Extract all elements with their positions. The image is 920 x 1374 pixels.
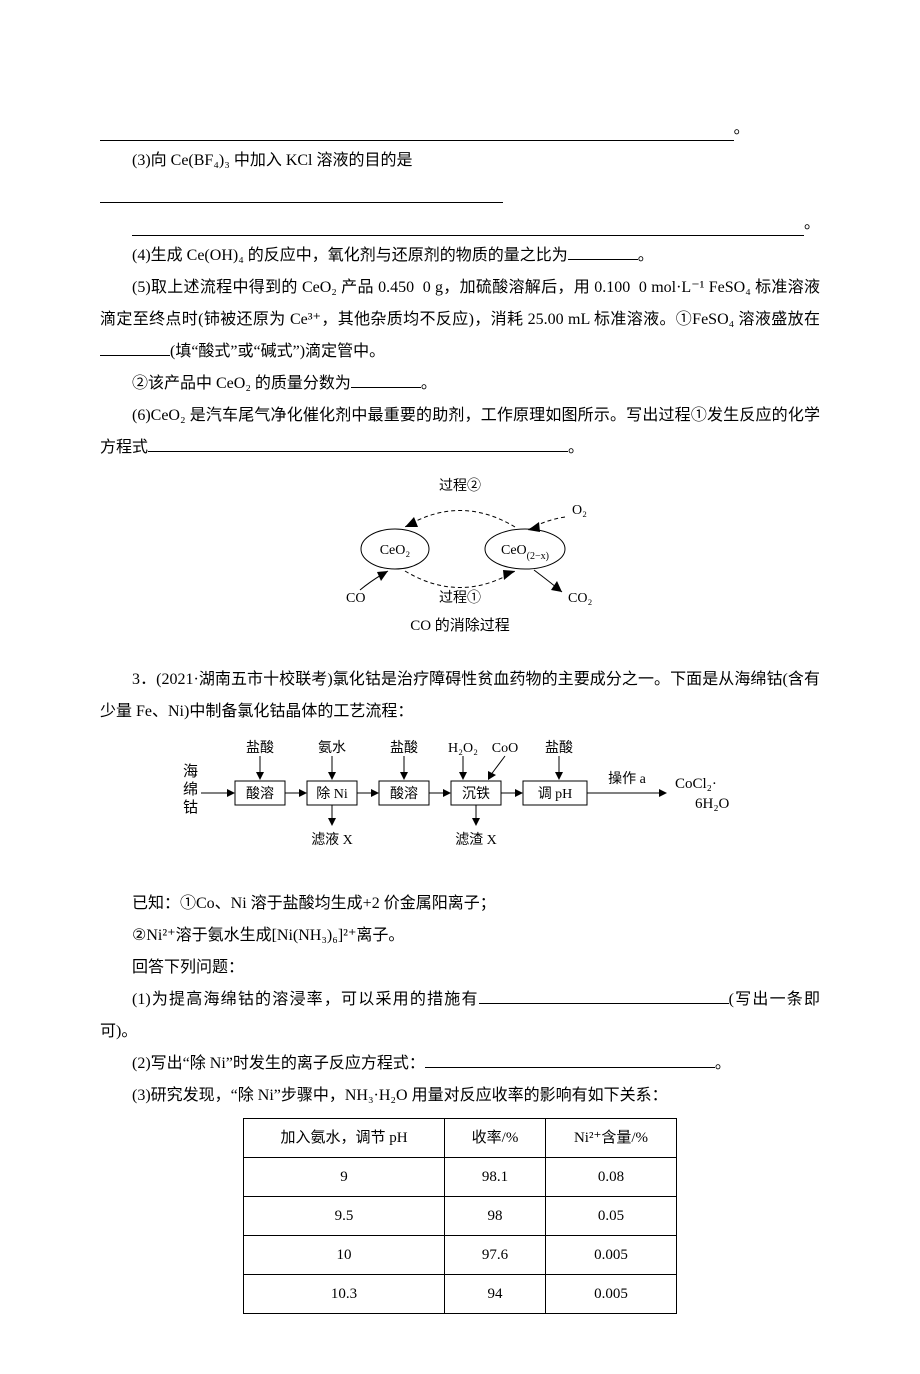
label-process-2: 过程②: [439, 478, 481, 494]
table-header: 收率/%: [445, 1118, 546, 1157]
flow-box-2: 除 Ni: [316, 786, 348, 802]
question-5-2: ②该产品中 CeO₂ 的质量分数为 。: [100, 368, 820, 400]
diagram-ceo2-cycle: 过程② O₂ CeO₂ CeO(2−x) CO: [100, 472, 820, 654]
table-row: 10.3 94 0.005: [244, 1274, 677, 1313]
flow-top-5: CoO: [492, 741, 518, 756]
sub-q2-b: 。: [715, 1055, 731, 1072]
question-3: (3)向 Ce(BF₄)₃ 中加入 KCl 溶液的目的是: [100, 145, 820, 177]
flow-top-6: 盐酸: [545, 740, 573, 756]
table-cell: 9.5: [244, 1196, 445, 1235]
flow-left-1: 海: [183, 763, 198, 780]
table-cell: 94: [445, 1274, 546, 1313]
table-cell: 98.1: [445, 1157, 546, 1196]
blank: [425, 1052, 715, 1067]
flow-top-3: 盐酸: [390, 740, 418, 756]
page: 。 (3)向 Ce(BF₄)₃ 中加入 KCl 溶液的目的是 。 (4)生成 C…: [0, 0, 920, 1374]
blank: [568, 244, 638, 259]
node-ceo2x-sub: (2−x): [527, 551, 549, 562]
flow-op-a: 操作 a: [608, 771, 646, 787]
flow-product-top: CoCl₂·: [675, 776, 717, 792]
blank-response-line-2: [100, 177, 503, 204]
answer-prompt-text: 回答下列问题：: [132, 959, 244, 976]
question-6: (6)CeO₂ 是汽车尾气净化催化剂中最重要的助剂，工作原理如图所示。写出过程①…: [100, 400, 820, 464]
diagram-flow-process: 盐酸 氨水 盐酸 H₂O₂ CoO 盐酸 海 绵 钴: [100, 736, 820, 878]
question-5-1: (5)取上述流程中得到的 CeO₂ 产品 0.450 0 g，加硫酸溶解后，用 …: [100, 272, 820, 368]
table-cell: 0.005: [546, 1235, 677, 1274]
table-cell: 98: [445, 1196, 546, 1235]
sub-q1: (1)为提高海绵钴的溶浸率，可以采用的措施有(写出一条即可)。: [100, 984, 820, 1048]
data-table: 加入氨水，调节 pH 收率/% Ni²⁺含量/% 9 98.1 0.08 9.5…: [243, 1118, 677, 1314]
flow-bottom-2: 滤渣 X: [455, 832, 497, 848]
table-cell: 9: [244, 1157, 445, 1196]
period: 。: [804, 208, 820, 240]
flow-box-4: 沉铁: [462, 786, 490, 802]
label-process-1: 过程①: [439, 590, 481, 606]
label-co2: CO₂: [568, 591, 592, 606]
svg-text:CeO(2−x): CeO(2−x): [501, 543, 549, 562]
q5-text-a: (5)取上述流程中得到的 CeO₂ 产品 0.450 0 g，加硫酸溶解后，用 …: [100, 279, 820, 328]
sub-q2-a: (2)写出“除 Ni”时发生的离子反应方程式：: [132, 1055, 425, 1072]
table-header: Ni²⁺含量/%: [546, 1118, 677, 1157]
known-1-text: 已知：①Co、Ni 溶于盐酸均生成+2 价金属阳离子；: [132, 895, 496, 912]
table-header-row: 加入氨水，调节 pH 收率/% Ni²⁺含量/%: [244, 1118, 677, 1157]
answer-prompt: 回答下列问题：: [100, 952, 820, 984]
sub-q1-a: (1)为提高海绵钴的溶浸率，可以采用的措施有: [132, 991, 479, 1008]
flow-top-2: 氨水: [318, 740, 346, 756]
table-cell: 0.005: [546, 1274, 677, 1313]
flow-top-4: H₂O₂: [448, 741, 478, 756]
q5-2-text-a: ②该产品中 CeO₂ 的质量分数为: [132, 375, 351, 392]
blank: [148, 436, 568, 451]
flow-product-bot: 6H₂O: [695, 796, 730, 812]
p3-text: 3．(2021·湖南五市十校联考)氯化钴是治疗障碍性贫血药物的主要成分之一。下面…: [100, 671, 820, 720]
q3-text: (3)向 Ce(BF₄)₃ 中加入 KCl 溶液的目的是: [132, 152, 413, 169]
label-co: CO: [346, 591, 365, 606]
known-1: 已知：①Co、Ni 溶于盐酸均生成+2 价金属阳离子；: [100, 888, 820, 920]
flow-box-3: 酸溶: [390, 786, 418, 802]
blank-response-line-3: 。: [100, 205, 820, 240]
flow-box-5: 调 pH: [538, 786, 573, 802]
label-o2: O₂: [572, 503, 587, 518]
known-2-text: ②Ni²⁺溶于氨水生成[Ni(NH₃)₆]²⁺离子。: [132, 927, 404, 944]
table-row: 9.5 98 0.05: [244, 1196, 677, 1235]
known-2: ②Ni²⁺溶于氨水生成[Ni(NH₃)₆]²⁺离子。: [100, 920, 820, 952]
sub-q3: (3)研究发现，“除 Ni”步骤中，NH₃·H₂O 用量对反应收率的影响有如下关…: [100, 1080, 820, 1112]
period: 。: [734, 113, 750, 145]
problem-3-stem: 3．(2021·湖南五市十校联考)氯化钴是治疗障碍性贫血药物的主要成分之一。下面…: [100, 664, 820, 728]
table-row: 9 98.1 0.08: [244, 1157, 677, 1196]
blank: [479, 988, 729, 1003]
table-cell: 0.05: [546, 1196, 677, 1235]
table-cell: 10: [244, 1235, 445, 1274]
table-row: 10 97.6 0.005: [244, 1235, 677, 1274]
table-cell: 10.3: [244, 1274, 445, 1313]
flow-left-2: 绵: [183, 781, 198, 798]
flow-box-1: 酸溶: [246, 786, 274, 802]
q5-text-b: (填“酸式”或“碱式”)滴定管中。: [170, 343, 385, 360]
diagram1-caption: CO 的消除过程: [410, 617, 510, 634]
q5-2-text-b: 。: [421, 375, 437, 392]
table-cell: 0.08: [546, 1157, 677, 1196]
node-ceo2: CeO₂: [380, 543, 411, 558]
flow-bottom-1: 滤液 X: [311, 832, 353, 848]
table-header: 加入氨水，调节 pH: [244, 1118, 445, 1157]
blank-response-line-1: 。: [100, 110, 820, 145]
blank: [351, 372, 421, 387]
table-cell: 97.6: [445, 1235, 546, 1274]
sub-q2: (2)写出“除 Ni”时发生的离子反应方程式： 。: [100, 1048, 820, 1080]
period: 。: [638, 247, 654, 264]
q4-text: (4)生成 Ce(OH)₄ 的反应中，氧化剂与还原剂的物质的量之比为: [132, 247, 568, 264]
blank: [100, 340, 170, 355]
flow-left-3: 钴: [183, 799, 198, 816]
question-4: (4)生成 Ce(OH)₄ 的反应中，氧化剂与还原剂的物质的量之比为 。: [100, 240, 820, 272]
sub-q3-text: (3)研究发现，“除 Ni”步骤中，NH₃·H₂O 用量对反应收率的影响有如下关…: [132, 1087, 668, 1104]
node-ceo2x-prefix: CeO: [501, 543, 527, 558]
q6-text-b: 。: [568, 439, 584, 456]
flow-top-1: 盐酸: [246, 740, 274, 756]
